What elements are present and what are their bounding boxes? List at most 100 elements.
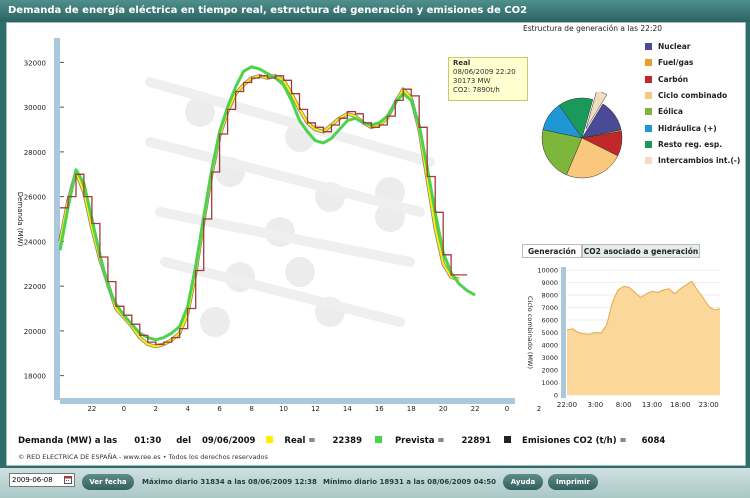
- small-y-tick-label: 0: [554, 392, 558, 400]
- background-beam: [145, 137, 425, 217]
- legend-swatch: [645, 59, 652, 67]
- legend-swatch: [645, 75, 652, 83]
- status-line: Demanda (MW) a las 01:30 del 09/06/2009 …: [18, 436, 665, 446]
- x-tick-label: 14: [343, 405, 352, 413]
- legend-item: Fuel/gas: [645, 58, 693, 67]
- small-y-axis-bar: [561, 267, 566, 398]
- legend-label: Nuclear: [658, 42, 691, 51]
- copyright-credit: © RED ELECTRICA DE ESPAÑA - www.ree.es •…: [18, 453, 268, 461]
- x-tick-label: 10: [279, 405, 288, 413]
- legend-item: Eólica: [645, 107, 683, 116]
- legend-item: Intercambios int.(-): [645, 156, 740, 165]
- pie-slice-7: [558, 97, 594, 139]
- legend-swatch: [645, 91, 652, 99]
- legend-swatch: [645, 43, 652, 50]
- x-tick-label: 18: [407, 405, 416, 413]
- ver-fecha-button[interactable]: Ver fecha: [82, 474, 134, 490]
- small-y-tick-label: 8000: [541, 292, 558, 300]
- legend-label: Carbón: [658, 74, 689, 84]
- demand-chart: 1800020000220002400026000280003000032000…: [16, 38, 541, 413]
- date-input[interactable]: [9, 473, 75, 487]
- x-tick-label: 22: [471, 405, 480, 413]
- ciclo-combinado-line: [566, 280, 721, 335]
- status-prevista-label: Prevista =: [394, 436, 445, 446]
- small-y-tick-label: 2000: [541, 367, 558, 375]
- structure-title: Estructura de generación a las 22:20: [523, 24, 662, 33]
- status-del: del: [176, 436, 191, 446]
- demand-tooltip: Real 08/06/2009 22:20 30173 MW CO2: 7890…: [448, 57, 528, 101]
- x-tick-label: 20: [439, 405, 448, 413]
- tooltip-mw: 30173 MW: [453, 77, 491, 85]
- y-tick-label: 28000: [24, 149, 46, 157]
- status-real-value: 22389: [332, 436, 363, 446]
- tab-generacion[interactable]: Generación: [522, 244, 582, 258]
- legend-item: Hidráulica (+): [645, 124, 717, 133]
- small-x-tick-label: 18:00: [670, 401, 690, 409]
- y-tick-label: 22000: [24, 283, 46, 291]
- status-emisiones-label: Emisiones CO2 (t/h) =: [522, 436, 627, 446]
- generation-pie: [541, 92, 623, 179]
- calendar-icon[interactable]: [64, 475, 72, 484]
- legend-swatch: [645, 157, 652, 165]
- x-tick-label: 0: [122, 405, 126, 413]
- legend-label: Intercambios int.(-): [658, 156, 741, 166]
- background-circle: [200, 307, 230, 337]
- legend-label: Ciclo combinado: [658, 90, 728, 100]
- x-tick-label: 16: [375, 405, 384, 413]
- ciclo-combinado-area: [567, 281, 720, 395]
- window-title: Demanda de energía eléctrica en tiempo r…: [0, 0, 750, 22]
- status-date: 09/06/2009: [201, 436, 256, 446]
- tooltip-title: Real: [453, 59, 471, 67]
- small-y-tick-label: 1000: [541, 379, 558, 387]
- series-prevista-line: [58, 65, 476, 342]
- y-tick-label: 26000: [24, 194, 46, 202]
- legend-item: Nuclear: [645, 42, 690, 51]
- imprimir-button[interactable]: Imprimir: [548, 474, 598, 490]
- tooltip-datetime: 08/06/2009 22:20: [453, 68, 516, 76]
- tab-co2[interactable]: CO2 asociado a generación: [582, 244, 700, 258]
- pie-slice-5: [541, 129, 583, 176]
- series-programada-line: [60, 75, 468, 345]
- y-axis-bar: [54, 38, 60, 400]
- background-beam: [160, 257, 405, 327]
- legend-label: Resto reg. esp.: [658, 139, 723, 149]
- y-axis-label: Demanda (MW): [16, 192, 24, 247]
- x-tick-label: 22: [87, 405, 96, 413]
- background-beam: [145, 77, 435, 167]
- y-tick-label: 24000: [24, 238, 46, 246]
- x-tick-label: 12: [311, 405, 320, 413]
- small-y-tick-label: 10000: [537, 267, 558, 275]
- pie-slice-4: [566, 137, 619, 179]
- small-y-tick-label: 6000: [541, 317, 558, 325]
- y-tick-label: 30000: [24, 104, 46, 112]
- x-tick-label: 2: [537, 405, 541, 413]
- x-tick-label: 0: [505, 405, 509, 413]
- legend-label: Fuel/gas: [658, 58, 694, 68]
- x-tick-label: 4: [185, 405, 190, 413]
- maximo-diario: Máximo diario 31834 a las 08/06/2009 12:…: [142, 478, 317, 486]
- status-prevista-value: 22891: [461, 436, 492, 446]
- x-axis-bar: [60, 398, 515, 404]
- background-circle: [285, 257, 315, 287]
- y-tick-label: 20000: [24, 328, 46, 336]
- status-demand-label: Demanda (MW) a las: [18, 436, 118, 446]
- small-y-axis-label: Ciclo combinado (MW): [526, 296, 534, 369]
- real-swatch: [266, 436, 274, 443]
- background-circle: [185, 97, 215, 127]
- small-y-tick-label: 9000: [541, 279, 558, 287]
- prevista-swatch: [374, 436, 382, 443]
- tooltip-co2: CO2: 7890t/h: [453, 86, 500, 94]
- legend-swatch: [645, 108, 652, 116]
- legend-item: Resto reg. esp.: [645, 140, 722, 149]
- background-graphic: [145, 77, 435, 337]
- legend-label: Eólica: [658, 107, 683, 117]
- x-tick-label: 8: [249, 405, 253, 413]
- ciclo-combinado-chart: 0 1000 2000 3000 4000 5000 6000 7000 8000 9000 100…: [526, 267, 721, 409]
- legend-item: Ciclo combinado: [645, 91, 727, 100]
- small-y-tick-label: 5000: [541, 329, 558, 337]
- emisiones-swatch: [504, 436, 512, 443]
- small-x-tick-label: 3:00: [587, 401, 603, 409]
- ayuda-button[interactable]: Ayuda: [503, 474, 543, 490]
- small-x-tick-label: 22:00: [557, 401, 577, 409]
- legend-swatch: [645, 124, 652, 132]
